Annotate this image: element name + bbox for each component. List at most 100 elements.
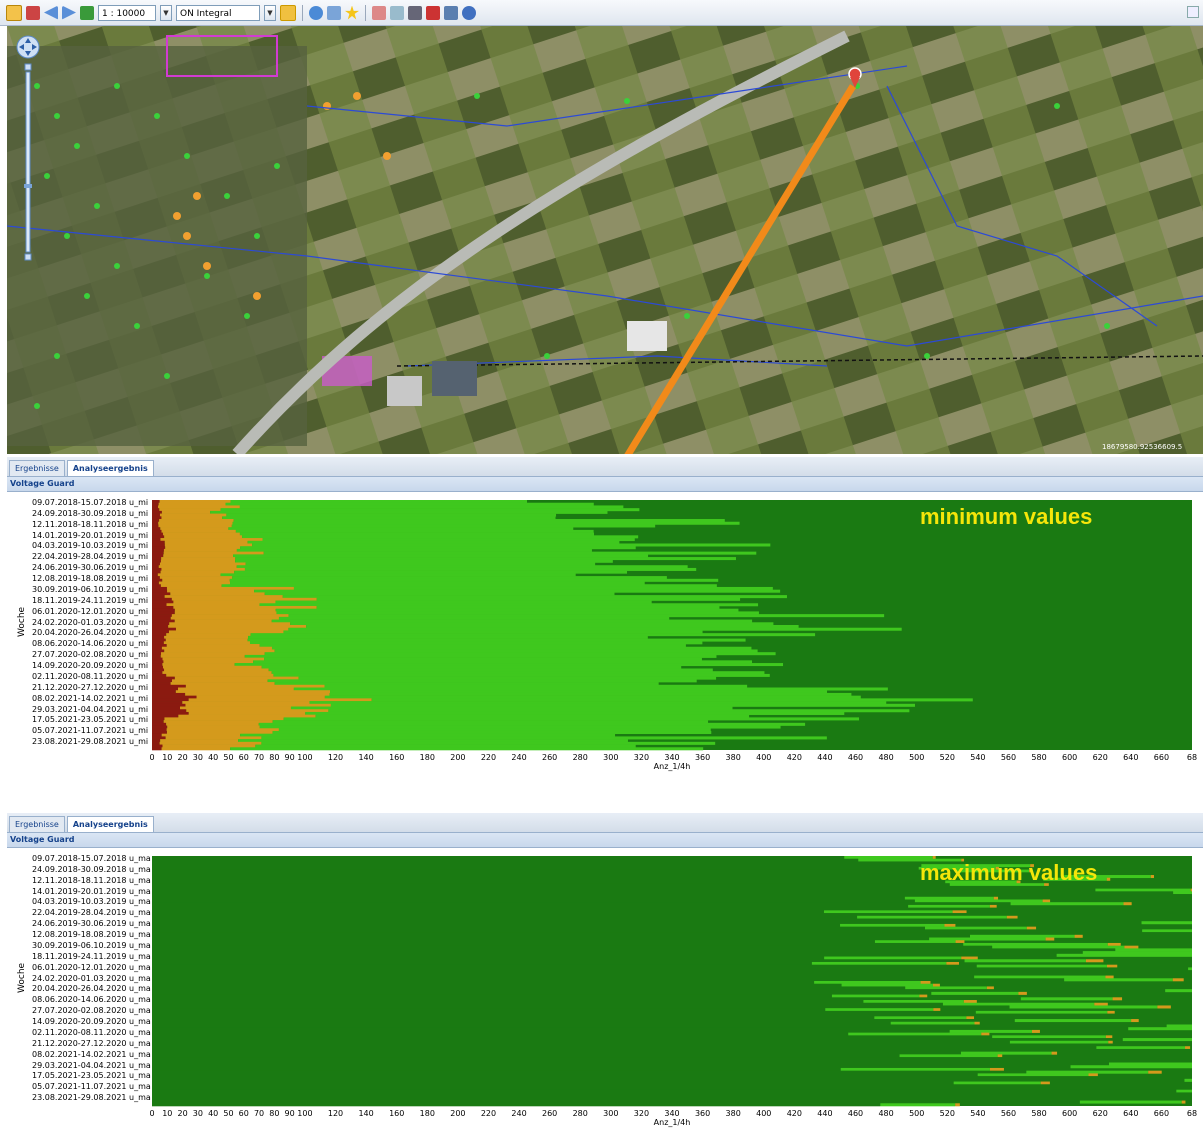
edit-icon[interactable] [372, 5, 386, 20]
bar-segment-orange [166, 730, 273, 734]
forward-icon[interactable] [62, 5, 76, 20]
week-label: 30.09.2019-06.10.2019 u_ma [32, 940, 151, 950]
week-bar-row [152, 1048, 1192, 1052]
x-tick-label: 360 [694, 753, 711, 762]
search-icon[interactable] [462, 5, 476, 20]
bar-segment-dark-green [152, 877, 1044, 881]
x-tick-label: 50 [223, 1109, 234, 1118]
week-bar-row [152, 918, 1192, 922]
zoom-out-icon[interactable] [24, 253, 32, 261]
bar-segment-light-green [305, 711, 845, 715]
bar-segment-dark-red [152, 614, 172, 618]
bar-segment-orange [164, 540, 248, 544]
bar-segment-dark-red [152, 500, 160, 504]
layer-select[interactable]: ON Integral [176, 4, 260, 21]
week-bar-row [152, 673, 770, 677]
tab-analysis[interactable]: Analyseergebnis [66, 460, 154, 476]
reload-icon[interactable] [309, 5, 323, 20]
bar-segment-dark-red [152, 527, 161, 531]
bar-segment-dark-green [152, 1038, 1123, 1042]
week-bar-row [152, 576, 667, 580]
bar-segment-orange [1016, 880, 1021, 884]
bar-segment-light-green [840, 923, 945, 927]
x-tick-label: 400 [756, 753, 772, 762]
week-bar-row [152, 744, 636, 748]
window-icon[interactable] [444, 5, 458, 20]
layer-dropdown[interactable]: ▼ [264, 4, 276, 21]
bar-segment-dark-green [152, 1095, 1192, 1099]
bar-segment-dark-green [152, 866, 919, 870]
refresh-icon[interactable] [280, 4, 296, 21]
bar-segment-dark-red [152, 654, 161, 658]
bar-segment-light-green [1064, 978, 1173, 982]
bar-segment-light-green [1173, 891, 1192, 895]
week-bar-row [152, 1070, 1162, 1074]
pan-control-icon[interactable] [16, 35, 40, 59]
bar-segment-orange [159, 576, 233, 580]
tab-results[interactable]: Ergebnisse [9, 816, 65, 832]
bar-segment-orange [168, 625, 307, 629]
hand-icon[interactable] [6, 4, 22, 21]
maximize-icon[interactable] [1187, 6, 1199, 18]
bar-segment-light-green [275, 600, 652, 604]
bar-segment-orange [160, 559, 236, 563]
export-icon[interactable] [390, 5, 404, 20]
week-bar-row [152, 614, 885, 618]
bar-segment-orange [161, 516, 223, 520]
week-bar-row [152, 687, 888, 691]
week-label: 23.08.2021-29.08.2021 u_ma [32, 1093, 151, 1103]
scale-input[interactable]: 1 : 10000 [98, 4, 156, 21]
tab-analysis[interactable]: Analyseergebnis [66, 816, 154, 832]
aerial-map[interactable]: 18679580.92536609.5 [7, 26, 1203, 454]
bar-segment-orange [157, 573, 221, 577]
map-nav-control[interactable] [15, 34, 41, 274]
bar-segment-dark-red [152, 741, 160, 745]
bar-segment-light-green [929, 937, 1046, 941]
bar-segment-light-green [290, 622, 774, 626]
week-bar-row [152, 856, 936, 860]
bar-segment-light-green [1009, 1040, 1109, 1044]
bar-segment-dark-green [152, 869, 956, 873]
bar-segment-light-green [824, 956, 962, 960]
week-bar-row [152, 589, 781, 593]
home-icon[interactable] [26, 5, 40, 20]
location-marker-icon[interactable] [848, 67, 862, 88]
bar-segment-dark-green [152, 918, 1192, 922]
bar-segment-light-green [963, 942, 1108, 946]
week-bar-row [152, 505, 624, 509]
week-label: 14.01.2019-20.01.2019 u_mi [32, 530, 149, 540]
tab-results[interactable]: Ergebnisse [9, 460, 65, 476]
favorites-icon[interactable] [345, 5, 359, 20]
bar-segment-orange [162, 671, 272, 675]
zoom-slider[interactable] [25, 71, 31, 253]
bar-segment-dark-green [152, 970, 1192, 974]
x-tick-label: 600 [1062, 1109, 1078, 1118]
back-icon[interactable] [44, 5, 58, 20]
bar-segment-dark-green [152, 994, 832, 998]
bar-segment-dark-green [152, 975, 975, 979]
bar-segment-light-green [953, 1081, 1041, 1085]
zoom-in-icon[interactable] [24, 63, 32, 71]
bar-segment-orange [163, 551, 264, 555]
week-bar-row [152, 679, 697, 683]
select-icon[interactable] [327, 5, 341, 20]
bar-segment-light-green [264, 657, 702, 661]
scale-dropdown[interactable]: ▼ [160, 4, 172, 21]
week-bar-row [152, 970, 1192, 974]
bar-segment-light-green [1043, 877, 1107, 881]
bar-segment-orange [1029, 869, 1032, 873]
week-bar-row [152, 1089, 1192, 1093]
map-canvas[interactable]: 18679580.92536609.5 [7, 26, 1203, 454]
print-icon[interactable] [408, 5, 422, 20]
zoom-handle[interactable] [24, 184, 32, 188]
report-icon[interactable] [426, 5, 440, 20]
bar-segment-orange [955, 1103, 960, 1107]
bar-segment-light-green [263, 551, 757, 555]
layers-icon[interactable] [80, 5, 94, 20]
bar-segment-dark-red [152, 565, 159, 569]
week-bar-row [152, 883, 1049, 887]
bar-segment-light-green [288, 627, 902, 631]
bar-segment-light-green [1122, 1038, 1192, 1042]
bar-segment-orange [161, 646, 272, 650]
week-label: 20.04.2020-26.04.2020 u_ma [32, 984, 151, 994]
